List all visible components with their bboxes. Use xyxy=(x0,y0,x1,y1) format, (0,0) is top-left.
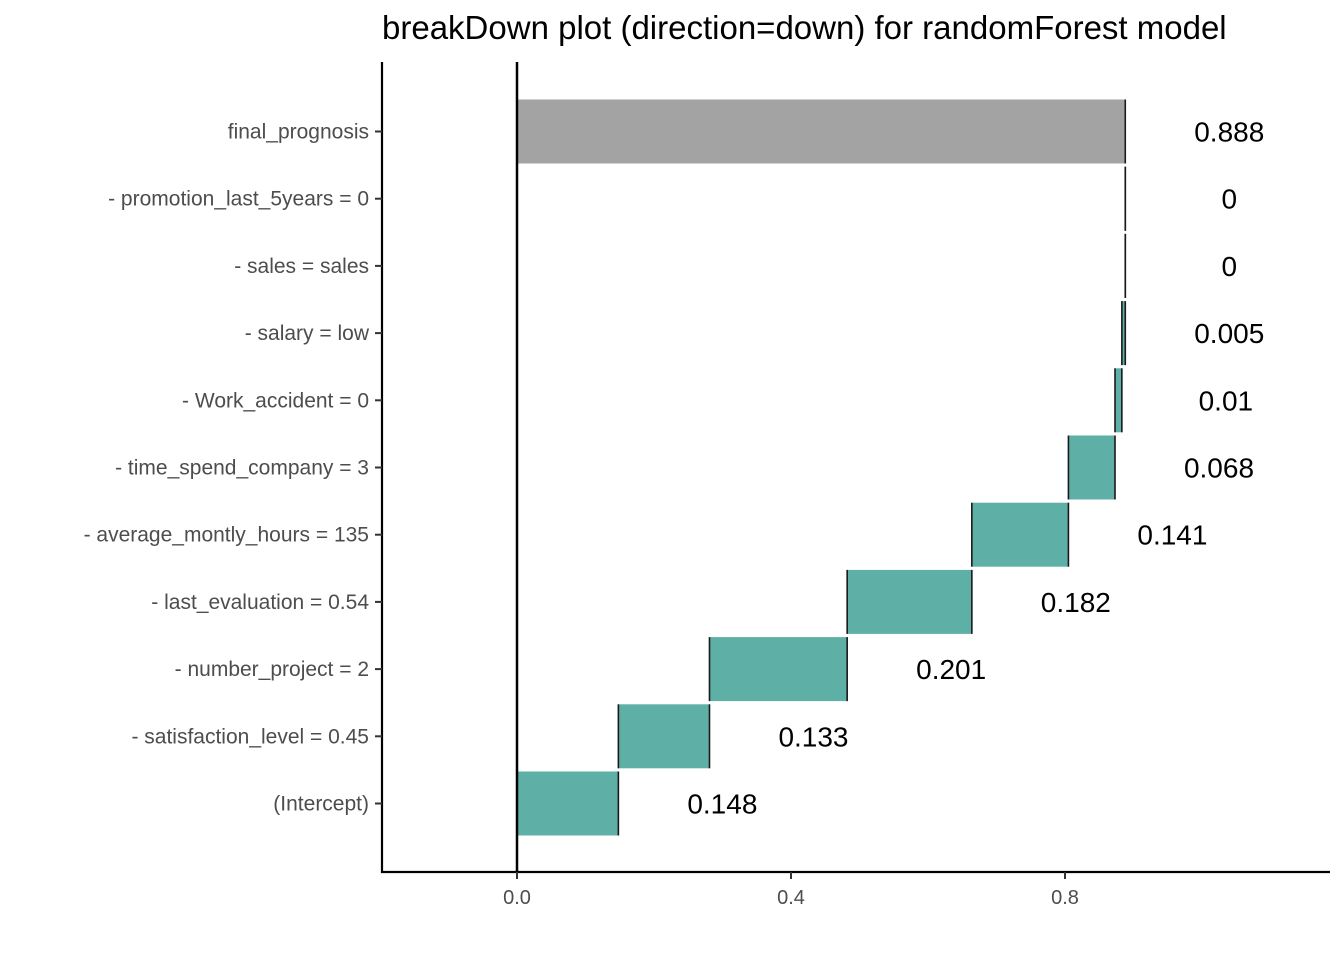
x-tick-label-2: 0.8 xyxy=(1051,887,1079,909)
bar-5 xyxy=(1068,435,1116,500)
bar-10 xyxy=(517,771,619,836)
value-label-7: 0.182 xyxy=(1041,587,1111,618)
value-label-4: 0.01 xyxy=(1199,385,1254,416)
axes-layer: final_prognosis - promotion_last_5years =… xyxy=(84,62,1330,909)
value-label-10: 0.148 xyxy=(687,789,757,820)
y-tick-label-1: - promotion_last_5years = 0 xyxy=(108,188,369,211)
value-label-3: 0.005 xyxy=(1194,318,1264,349)
y-tick-label-5: - time_spend_company = 3 xyxy=(115,457,369,480)
value-label-1: 0 xyxy=(1221,184,1237,215)
bar-0 xyxy=(517,99,1126,164)
bar-9 xyxy=(618,704,710,769)
value-label-9: 0.133 xyxy=(778,721,848,752)
y-tick-label-9: - satisfaction_level = 0.45 xyxy=(131,725,369,748)
value-labels-layer: 0.888 0 0 0.005 0.01 0.068 0.141 0.182 0.201 0.13… xyxy=(687,117,1264,820)
y-tick-label-4: - Work_accident = 0 xyxy=(182,389,369,412)
bar-4 xyxy=(1115,368,1122,433)
value-label-0: 0.888 xyxy=(1194,117,1264,148)
bars-layer xyxy=(516,99,1127,836)
y-tick-label-0: final_prognosis xyxy=(228,121,369,144)
y-tick-label-10: (Intercept) xyxy=(273,793,369,816)
value-label-5: 0.068 xyxy=(1184,453,1254,484)
bar-8 xyxy=(709,637,848,702)
y-tick-label-7: - last_evaluation = 0.54 xyxy=(151,591,369,614)
bar-6 xyxy=(971,502,1069,567)
bar-3 xyxy=(1121,301,1126,366)
chart-title: breakDown plot (direction=down) for rand… xyxy=(382,9,1227,46)
y-tick-label-2: - sales = sales xyxy=(234,255,369,278)
y-tick-label-6: - average_montly_hours = 135 xyxy=(84,524,369,547)
y-tick-label-8: - number_project = 2 xyxy=(175,658,369,681)
x-tick-label-1: 0.4 xyxy=(777,887,805,909)
x-tick-label-0: 0.0 xyxy=(503,887,531,909)
value-label-6: 0.141 xyxy=(1137,520,1207,551)
bar-7 xyxy=(847,569,972,634)
y-tick-label-3: - salary = low xyxy=(245,322,370,345)
value-label-8: 0.201 xyxy=(916,654,986,685)
value-label-2: 0 xyxy=(1221,251,1237,282)
